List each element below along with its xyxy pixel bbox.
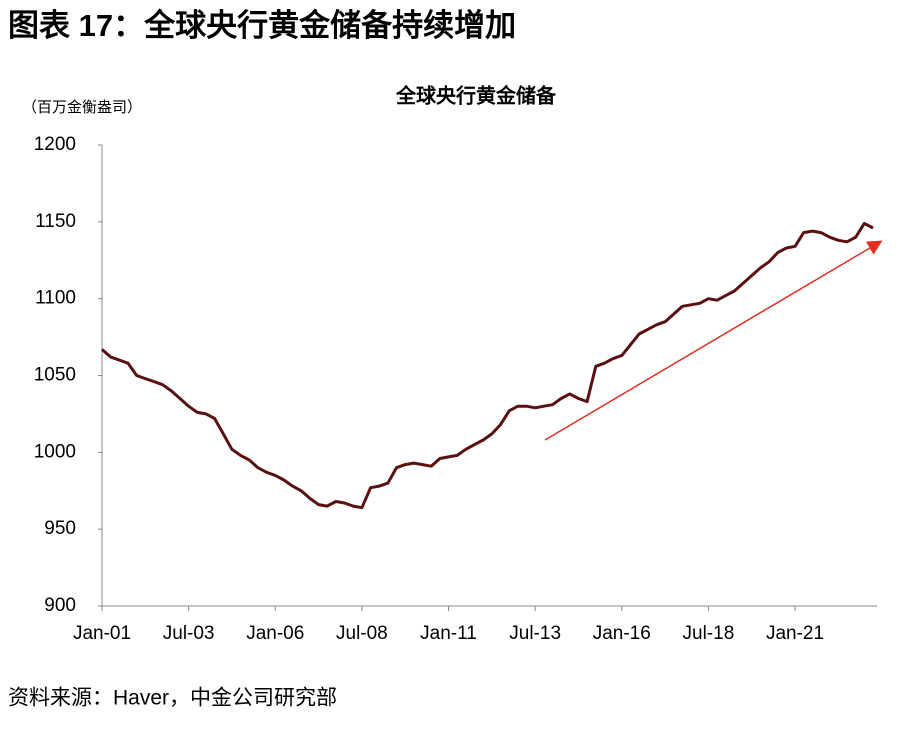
y-tick-label: 950 bbox=[44, 518, 76, 539]
x-tick-label: Jan-01 bbox=[73, 623, 131, 644]
x-tick-label: Jul-08 bbox=[336, 623, 388, 644]
x-tick-label: Jul-18 bbox=[683, 623, 735, 644]
y-tick-label: 1200 bbox=[34, 134, 76, 155]
x-tick-label: Jan-06 bbox=[246, 623, 304, 644]
y-tick-label: 900 bbox=[44, 595, 76, 616]
x-tick-label: Jan-16 bbox=[593, 623, 651, 644]
trend-arrow bbox=[544, 240, 883, 441]
x-tick-label: Jan-11 bbox=[420, 623, 477, 644]
x-tick-label: Jan-21 bbox=[766, 623, 824, 644]
y-tick-label: 1150 bbox=[35, 211, 76, 232]
y-tick-label: 1000 bbox=[34, 441, 76, 462]
x-tick-label: Jul-03 bbox=[163, 623, 215, 644]
x-tick-label: Jul-13 bbox=[509, 623, 561, 644]
source-note: 资料来源：Haver，中金公司研究部 bbox=[8, 687, 337, 710]
page-header: 图表 17：全球央行黄金储备持续增加 bbox=[8, 8, 516, 43]
chart-title: 全球央行黄金储备 bbox=[395, 83, 557, 107]
y-tick-label: 1100 bbox=[35, 288, 76, 309]
y-axis-label: （百万金衡盎司） bbox=[22, 99, 142, 116]
y-tick-label: 1050 bbox=[34, 365, 76, 386]
data-line bbox=[101, 221, 874, 510]
